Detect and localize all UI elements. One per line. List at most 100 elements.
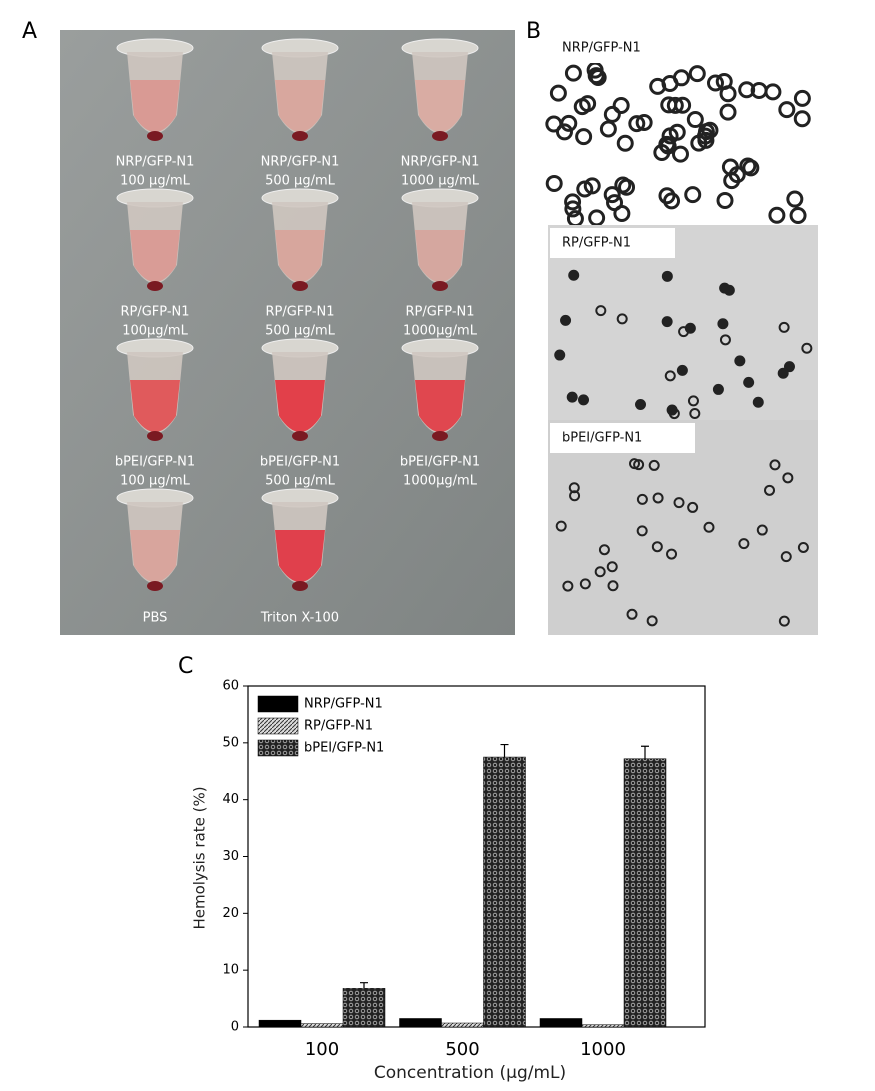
cell (555, 123, 573, 141)
cell (684, 186, 702, 204)
cell (777, 367, 789, 379)
cell (555, 520, 567, 532)
cell (635, 114, 653, 132)
tube-label: Triton X-100 (260, 611, 339, 626)
cell (768, 206, 786, 224)
tube-label: RP/GFP-N1 (265, 305, 334, 320)
pellet (292, 281, 308, 291)
tube-label: 1000µg/mL (403, 474, 478, 489)
tube-label: bPEI/GFP-N1 (400, 455, 480, 470)
tube-label: NRP/GFP-N1 (261, 155, 340, 170)
cell (564, 200, 582, 218)
pellet (432, 131, 448, 141)
legend-label: bPEI/GFP-N1 (304, 741, 384, 756)
panel-label: B (526, 19, 541, 44)
cell (769, 459, 781, 471)
cell (703, 521, 715, 533)
cell (661, 270, 673, 282)
tube-label: 500 µg/mL (265, 174, 336, 189)
cell (603, 186, 621, 204)
label-box (550, 423, 695, 453)
cell (719, 103, 737, 121)
cell (668, 408, 680, 420)
cell (676, 364, 688, 376)
panel-label: A (22, 19, 37, 44)
cell (562, 580, 574, 592)
cell (549, 84, 567, 102)
cell (666, 96, 684, 114)
cell (633, 459, 645, 471)
cell (603, 105, 621, 123)
bar (399, 1018, 442, 1028)
tube-liquid (130, 530, 180, 582)
tube-liquid (130, 230, 180, 282)
cell (616, 134, 634, 152)
y-tick-label: 30 (222, 849, 239, 864)
x-tick-label: 100 (305, 1039, 339, 1060)
tube-label: RP/GFP-N1 (405, 305, 474, 320)
tube-label: bPEI/GFP-N1 (260, 455, 340, 470)
legend-swatch (257, 717, 299, 735)
label-box (550, 228, 675, 258)
cell (697, 131, 715, 149)
cell (575, 128, 593, 146)
micrograph-label: NRP/GFP-N1 (562, 41, 641, 56)
cell (719, 334, 731, 346)
cell (651, 541, 663, 553)
cell (628, 115, 646, 133)
tube-liquid (275, 230, 325, 282)
cell (636, 525, 648, 537)
pellet (292, 581, 308, 591)
pellet (147, 581, 163, 591)
tube-label: 100 µg/mL (120, 474, 191, 489)
cell (564, 64, 582, 82)
cell (566, 391, 578, 403)
error-bar (641, 745, 649, 759)
cell (576, 180, 594, 198)
cell (717, 318, 729, 330)
cell (666, 548, 678, 560)
cell (595, 305, 607, 317)
cell (649, 77, 667, 95)
cell (671, 145, 689, 163)
legend-label: RP/GFP-N1 (304, 719, 373, 734)
tube-liquid (415, 80, 465, 132)
y-tick-label: 60 (222, 679, 239, 694)
tube-label: NRP/GFP-N1 (116, 155, 195, 170)
cell (545, 174, 563, 192)
micrograph-label: RP/GFP-N1 (562, 236, 631, 251)
cell (586, 61, 604, 79)
tube-liquid (130, 380, 180, 432)
cell (778, 321, 790, 333)
cell (560, 314, 572, 326)
y-tick-label: 50 (222, 735, 239, 750)
cell (661, 316, 673, 328)
error-bar (500, 743, 509, 758)
cell (778, 615, 790, 627)
cell (616, 313, 628, 325)
tube-label: RP/GFP-N1 (120, 305, 189, 320)
cell (728, 166, 746, 184)
cell (569, 490, 581, 502)
cell (564, 193, 582, 211)
cell (764, 484, 776, 496)
cell (578, 394, 590, 406)
tube-label: 100 µg/mL (120, 174, 191, 189)
legend-swatch (257, 695, 299, 713)
cell (688, 65, 706, 83)
cell (673, 497, 685, 509)
x-axis-label: Concentration (µg/mL) (374, 1063, 566, 1083)
cell (554, 349, 566, 361)
tube-liquid (415, 230, 465, 282)
pellet (147, 131, 163, 141)
cell (789, 206, 807, 224)
bar (623, 758, 667, 1028)
cell (739, 157, 757, 175)
cell (668, 123, 686, 141)
micrograph-label: bPEI/GFP-N1 (562, 431, 642, 446)
tube-liquid (275, 80, 325, 132)
cell (706, 74, 724, 92)
cell (716, 191, 734, 209)
cell (664, 370, 676, 382)
